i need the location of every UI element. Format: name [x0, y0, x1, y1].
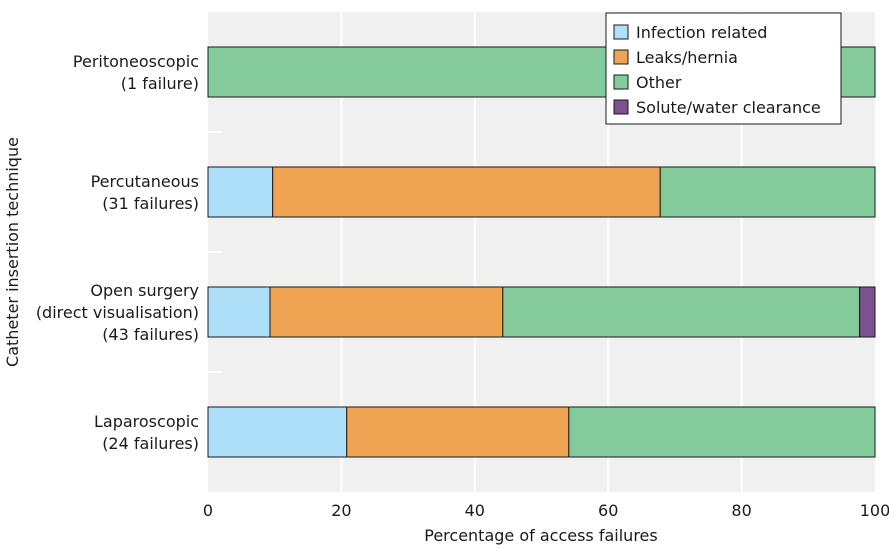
bar-solute-water-clearance — [859, 286, 876, 338]
legend-label: Leaks/hernia — [636, 48, 738, 67]
bar-infection-related — [207, 166, 274, 218]
legend-label: Solute/water clearance — [636, 98, 821, 117]
category-label: Laparoscopic (24 failures) — [94, 412, 199, 453]
x-axis-title: Percentage of access failures — [424, 526, 657, 545]
bar-leaks-hernia — [269, 286, 504, 338]
x-tick-label: 100 — [860, 501, 889, 520]
y-axis-title: Catheter insertion technique — [3, 137, 22, 367]
bar-other — [659, 166, 876, 218]
legend-swatch — [613, 24, 629, 40]
x-tick-label: 20 — [331, 501, 351, 520]
category-label: Peritoneoscopic (1 failure) — [73, 52, 199, 93]
bar-leaks-hernia — [272, 166, 661, 218]
category-label: Open surgery (direct visualisation) (43 fa… — [36, 281, 199, 344]
legend-label: Infection related — [636, 23, 767, 42]
legend-swatch — [613, 49, 629, 65]
legend-label: Other — [636, 73, 682, 92]
bar-other — [502, 286, 861, 338]
bar-infection-related — [207, 286, 271, 338]
bar-leaks-hernia — [346, 406, 570, 458]
category-labels: Peritoneoscopic (1 failure) Percutaneous (3… — [36, 52, 199, 453]
x-tick-label: 0 — [203, 501, 213, 520]
x-tick-label: 40 — [465, 501, 485, 520]
x-tick-label: 60 — [598, 501, 618, 520]
bar-other — [568, 406, 876, 458]
legend-swatch — [613, 74, 629, 90]
x-tick-labels: 0 20 40 60 80 100 — [203, 501, 889, 520]
x-tick-label: 80 — [731, 501, 751, 520]
category-label: Percutaneous (31 failures) — [91, 172, 199, 213]
legend: Infection related Leaks/hernia Other Solute… — [605, 12, 842, 125]
legend-swatch — [613, 99, 629, 115]
bar-infection-related — [207, 406, 348, 458]
legend-box — [605, 12, 842, 125]
